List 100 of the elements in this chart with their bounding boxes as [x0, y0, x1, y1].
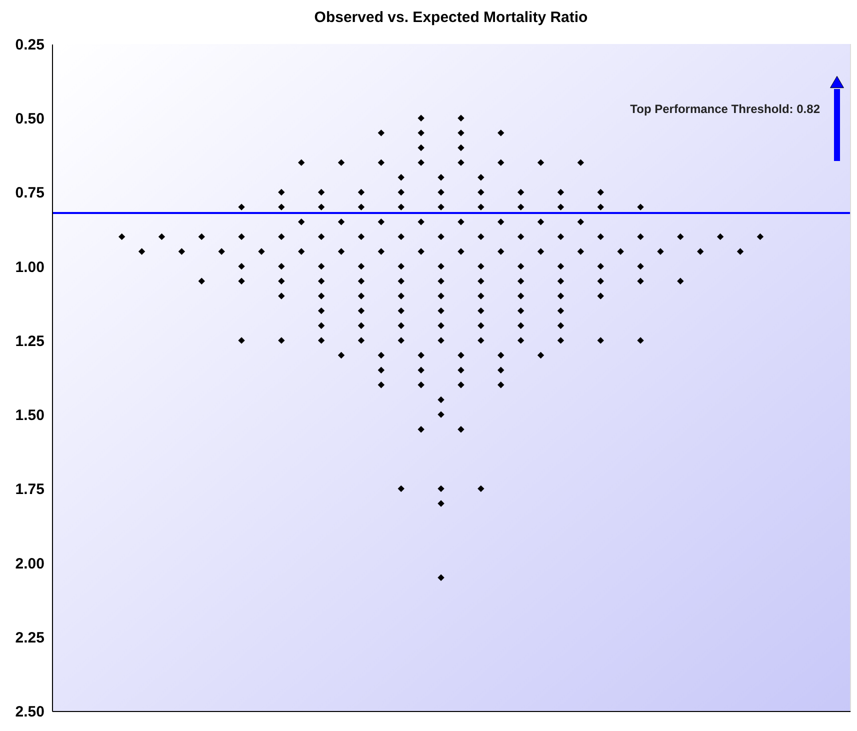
- point: [637, 262, 644, 270]
- point: [418, 144, 424, 152]
- y-tick-label: 0.25: [15, 36, 44, 54]
- point: [318, 307, 325, 314]
- point: [238, 337, 245, 344]
- point: [637, 233, 644, 240]
- point: [138, 248, 146, 255]
- point: [517, 188, 524, 196]
- point: [438, 204, 444, 210]
- point: [517, 278, 524, 285]
- point: [438, 337, 444, 344]
- point: [298, 248, 305, 255]
- point: [338, 352, 345, 359]
- point: [438, 262, 444, 270]
- point: [557, 337, 564, 344]
- y-tick-label: 2.50: [15, 704, 44, 720]
- point: [358, 204, 365, 210]
- point: [458, 130, 464, 136]
- point: [438, 411, 444, 418]
- point: [338, 218, 345, 226]
- point: [697, 248, 704, 255]
- point: [458, 218, 464, 226]
- point: [478, 188, 484, 196]
- point: [517, 292, 524, 300]
- point: [238, 233, 245, 240]
- point: [398, 337, 404, 344]
- y-tick-label: 1.25: [15, 332, 44, 350]
- point: [577, 248, 584, 255]
- point: [318, 292, 325, 300]
- point: [537, 159, 544, 166]
- point: [637, 337, 644, 344]
- point: [438, 174, 444, 181]
- point: [438, 188, 444, 196]
- point: [478, 233, 484, 240]
- point: [278, 292, 285, 300]
- point: [218, 248, 225, 255]
- point: [398, 485, 404, 492]
- point: [358, 188, 365, 196]
- point: [438, 396, 444, 404]
- point: [378, 130, 385, 136]
- point: [716, 233, 724, 240]
- point: [358, 292, 365, 300]
- point: [458, 248, 464, 255]
- point: [418, 352, 424, 359]
- point: [498, 382, 504, 388]
- point: [378, 218, 385, 226]
- point: [398, 262, 404, 270]
- point: [557, 233, 564, 240]
- point: [278, 188, 285, 196]
- point: [736, 248, 744, 255]
- y-tick-label: 1.50: [15, 407, 44, 424]
- point: [478, 262, 484, 270]
- point: [318, 188, 325, 196]
- point: [458, 352, 464, 359]
- point: [358, 233, 365, 240]
- point: [298, 159, 305, 166]
- point: [398, 322, 404, 329]
- point: [398, 278, 404, 285]
- point: [597, 278, 604, 285]
- point: [438, 485, 444, 492]
- point: [418, 382, 424, 388]
- point: [278, 204, 285, 210]
- point: [418, 218, 424, 226]
- point: [458, 366, 464, 374]
- point: [498, 248, 504, 255]
- point: [498, 159, 504, 166]
- point: [557, 262, 564, 270]
- point: [577, 159, 584, 166]
- point: [677, 278, 684, 285]
- point: [637, 204, 644, 210]
- point: [318, 262, 325, 270]
- point: [537, 248, 544, 255]
- point: [498, 130, 504, 136]
- point: [756, 233, 764, 240]
- point: [298, 218, 305, 226]
- point: [378, 382, 385, 388]
- y-tick-label: 0.50: [15, 110, 44, 128]
- point: [338, 248, 345, 255]
- point: [517, 262, 524, 270]
- point: [517, 307, 524, 314]
- point: [517, 233, 524, 240]
- point: [238, 262, 245, 270]
- point: [398, 204, 404, 210]
- point: [557, 292, 564, 300]
- point: [278, 278, 285, 285]
- point: [118, 233, 126, 240]
- point: [637, 278, 644, 285]
- point: [597, 204, 604, 210]
- point: [418, 159, 424, 166]
- y-tick-label: 1.00: [15, 258, 44, 276]
- point: [478, 278, 484, 285]
- point: [158, 233, 166, 240]
- point: [358, 307, 365, 314]
- point: [318, 204, 325, 210]
- point: [458, 159, 464, 166]
- point: [238, 278, 245, 285]
- point: [398, 174, 404, 181]
- point: [597, 188, 604, 196]
- point: [238, 204, 245, 210]
- point: [458, 426, 464, 433]
